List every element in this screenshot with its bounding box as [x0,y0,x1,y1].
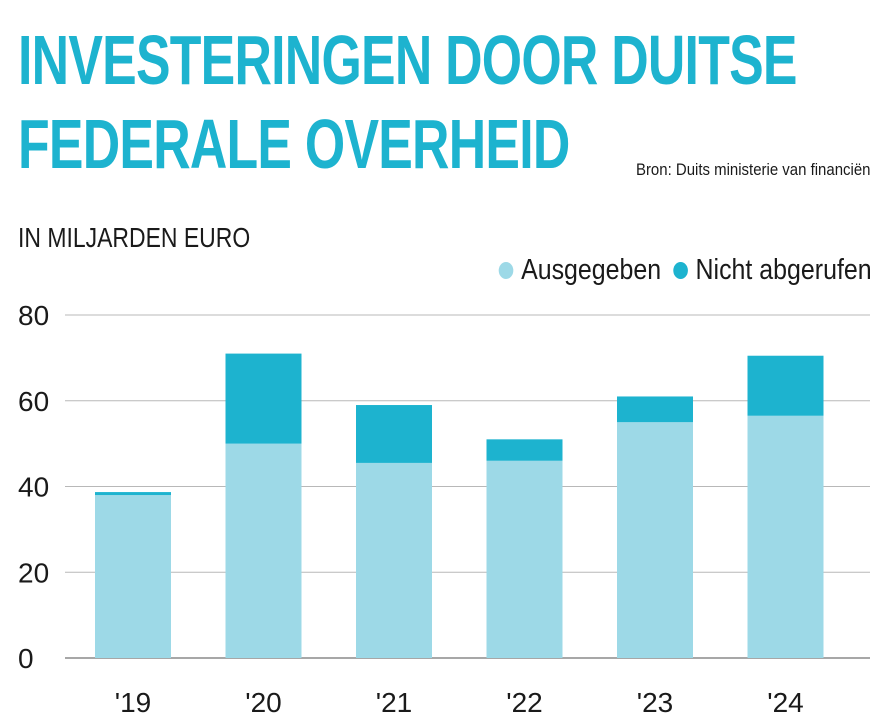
unit-label: IN MILJARDEN EURO [18,222,251,253]
legend-swatch-nicht-abgerufen [673,262,689,279]
y-tick-label: 40 [18,472,49,503]
bar-ausgegeben [356,462,432,658]
bar-nicht-abgerufen [356,405,432,463]
source-note: Bron: Duits ministerie van financiën [635,160,870,179]
bar-ausgegeben [747,415,824,658]
x-tick-label: '24 [767,687,804,718]
legend-swatch-ausgegeben [499,262,514,279]
bar-ausgegeben [486,460,563,658]
bar-ausgegeben [95,495,171,658]
legend-item-nicht-abgerufen: Nicht abgerufen [673,254,872,287]
legend-label-nicht-abgerufen: Nicht abgerufen [695,254,872,286]
legend-item-ausgegeben: Ausgegeben [499,254,662,287]
x-tick-label: '21 [376,687,413,718]
title-line-1: INVESTERINGEN DOOR DUITSE [18,21,797,99]
bar-nicht-abgerufen [747,355,824,416]
bar-nicht-abgerufen [486,439,563,461]
y-tick-label: 60 [18,386,49,417]
legend-label-ausgegeben: Ausgegeben [521,254,662,286]
bar-ausgegeben [617,422,693,658]
bar-ausgegeben [225,443,302,658]
bar-nicht-abgerufen [225,353,302,444]
x-tick-label: '19 [115,687,152,718]
bar-nicht-abgerufen [617,396,693,423]
x-tick-label: '22 [506,687,543,718]
title-line-2: FEDERALE OVERHEID [18,105,570,183]
y-tick-label: 20 [18,557,49,588]
y-tick-label: 80 [18,300,49,331]
chart-title: INVESTERINGEN DOOR DUITSE FEDERALE OVERH… [18,18,797,186]
bar-nicht-abgerufen [95,492,171,496]
x-tick-label: '20 [245,687,282,718]
y-tick-label: 0 [18,643,34,674]
legend: Ausgegeben Nicht abgerufen [499,254,872,287]
x-tick-label: '23 [637,687,674,718]
